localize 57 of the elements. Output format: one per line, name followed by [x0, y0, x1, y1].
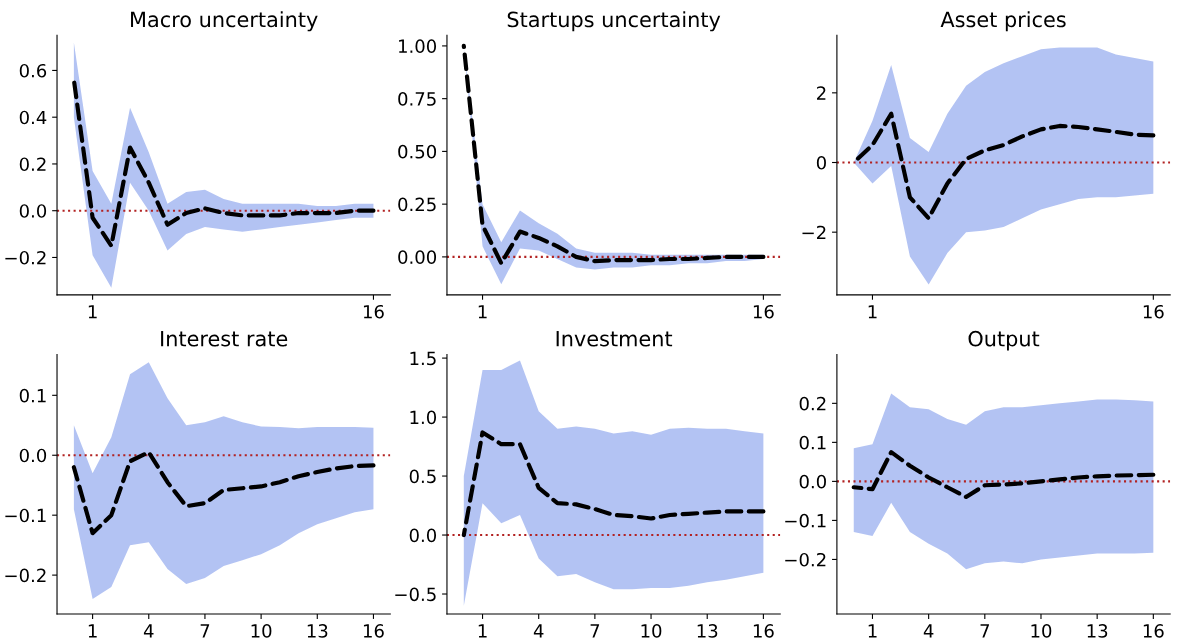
- y-tick-label: 0.0: [799, 474, 826, 489]
- x-tick-label: 1: [478, 624, 487, 638]
- y-tick-label: 1.5: [410, 351, 436, 366]
- x-tick-label: 13: [307, 624, 328, 638]
- y-tick-label: 0.25: [398, 197, 436, 212]
- y-tick-label: 1.0: [410, 410, 437, 425]
- x-tick-label: 4: [533, 624, 544, 638]
- chart-title: Startups uncertainty: [507, 11, 721, 32]
- chart-title: Interest rate: [161, 331, 288, 347]
- x-tick-label: 16: [753, 624, 774, 638]
- x-tick-label: 16: [1143, 304, 1164, 319]
- y-tick-label: 0.2: [19, 157, 46, 172]
- y-tick-label: 0.00: [398, 250, 437, 265]
- x-tick-label: 10: [641, 624, 662, 638]
- x-tick-label: 7: [980, 624, 990, 638]
- x-tick-label: 1: [478, 305, 487, 319]
- y-tick-label: −0.2: [5, 568, 46, 583]
- y-tick-label: 1.00: [399, 39, 437, 54]
- x-tick-label: 13: [697, 624, 718, 638]
- chart-title: Asset prices: [940, 11, 1066, 32]
- chart-title: Investment: [556, 331, 673, 347]
- y-tick-label: 2: [817, 86, 826, 100]
- x-tick-label: 16: [753, 304, 774, 319]
- x-tick-label: 1: [868, 305, 877, 319]
- y-tick-label: 0.0: [409, 528, 437, 543]
- x-tick-label: 4: [143, 624, 154, 638]
- y-tick-label: −0.1: [5, 508, 46, 523]
- x-tick-label: 1: [868, 624, 877, 638]
- chart-title: Output: [968, 330, 1040, 351]
- y-tick-label: 0.2: [799, 396, 826, 411]
- x-tick-label: 10: [1031, 624, 1052, 638]
- y-tick-label: 0.75: [398, 92, 436, 106]
- y-tick-label: 0.50: [398, 144, 437, 159]
- y-tick-label: 0.0: [19, 204, 47, 218]
- x-tick-label: 10: [251, 624, 272, 638]
- x-tick-label: 16: [1143, 624, 1164, 638]
- y-tick-label: −0.5: [395, 587, 436, 602]
- x-tick-label: 1: [88, 305, 97, 319]
- x-tick-label: 7: [590, 624, 600, 638]
- x-tick-label: 13: [1087, 624, 1108, 638]
- y-tick-label: −2: [802, 225, 826, 240]
- y-tick-label: −0.2: [5, 250, 46, 265]
- chart-title: Macro uncertainty: [131, 11, 318, 32]
- y-tick-label: 0: [816, 155, 826, 170]
- x-tick-label: 16: [363, 624, 384, 638]
- y-tick-label: 0.5: [409, 469, 436, 484]
- x-tick-label: 16: [363, 304, 384, 319]
- y-tick-label: 0.1: [799, 435, 826, 450]
- x-tick-label: 7: [200, 624, 210, 638]
- y-tick-label: 0.6: [19, 63, 47, 78]
- x-tick-label: 1: [88, 624, 97, 638]
- y-tick-label: 0.0: [19, 448, 47, 463]
- y-tick-label: 0.4: [19, 110, 47, 125]
- y-tick-label: −0.2: [785, 552, 826, 567]
- x-tick-label: 4: [923, 624, 934, 638]
- y-tick-label: 0.1: [19, 388, 46, 403]
- y-tick-label: −0.1: [785, 513, 826, 528]
